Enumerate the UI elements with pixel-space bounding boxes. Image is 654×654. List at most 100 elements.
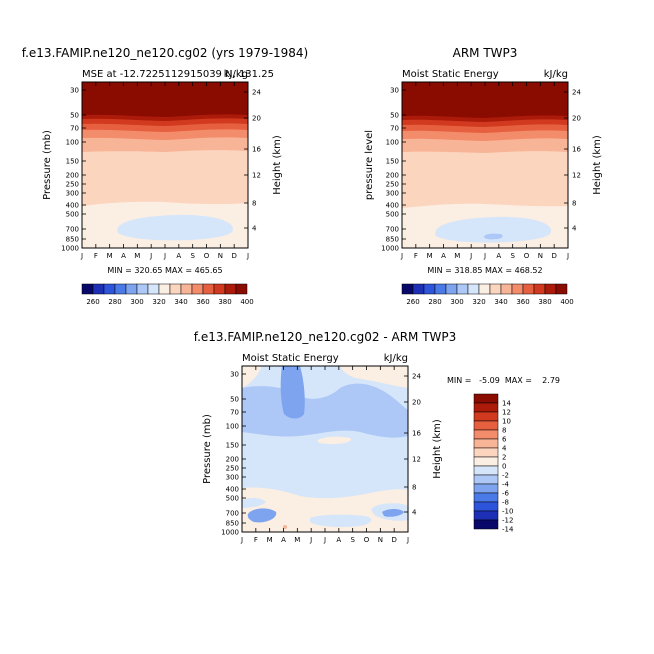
colorbar-swatch (473, 456, 499, 467)
month-tick-label: S (510, 252, 515, 260)
month-tick-label: M (134, 252, 140, 260)
colorbar-swatch (473, 474, 499, 485)
pressure-tick-label: 300 (226, 474, 239, 482)
pressure-tick-label: 500 (66, 211, 79, 219)
colorbar-swatch (401, 283, 414, 295)
month-tick-label: M (427, 252, 433, 260)
colorbar-swatch (473, 402, 499, 413)
colorbar-label: 12 (502, 409, 511, 417)
colorbar-label: -12 (502, 517, 513, 525)
diff-fill-neg-lowmid (310, 514, 372, 527)
colorbar-swatch (473, 429, 499, 440)
panel-diff-stats: MIN = -5.09 MAX = 2.79 (447, 376, 560, 385)
panel-obs-left-string: Moist Static Energy (402, 69, 499, 80)
pressure-tick-label: 150 (386, 158, 399, 166)
pressure-tick-label: 250 (66, 181, 79, 189)
month-tick-label: F (414, 252, 418, 260)
colorbar-swatch (473, 411, 499, 422)
pressure-tick-label: 200 (386, 172, 399, 180)
colorbar-swatch (473, 420, 499, 431)
colorbar-swatch (224, 283, 237, 295)
colorbar-swatch (136, 283, 149, 295)
colorbar-label: -2 (502, 472, 509, 480)
month-tick-label: A (121, 252, 126, 260)
month-tick-label: J (566, 252, 569, 260)
colorbar-swatch (169, 283, 182, 295)
diff-fill-neg-4 (280, 366, 305, 419)
month-tick-label: A (496, 252, 501, 260)
panel-model-units: kJ/kg (224, 69, 248, 80)
diff-fill-pos-topleft (242, 366, 262, 388)
month-tick-label: J (309, 536, 312, 544)
colorbar-label: 6 (502, 436, 507, 444)
month-tick-label: A (441, 252, 446, 260)
month-tick-label: O (524, 252, 530, 260)
month-tick-label: J (400, 252, 403, 260)
colorbar-label: 14 (502, 400, 511, 408)
colorbar-swatch (456, 283, 469, 295)
height-tick-label: 20 (252, 115, 261, 123)
diff-fill-neg-lowleft (242, 497, 266, 508)
pressure-tick-label: 1000 (381, 245, 399, 253)
pressure-tick-label: 100 (226, 423, 239, 431)
pressure-tick-label: 50 (230, 396, 239, 404)
colorbar-swatch (412, 283, 425, 295)
colorbar-label: 280 (108, 298, 121, 306)
contour-fill-330 (435, 216, 552, 243)
pressure-tick-label: 100 (66, 139, 79, 147)
colorbar-swatch (423, 283, 436, 295)
pressure-tick-label: 1000 (61, 245, 79, 253)
panel-obs-units: kJ/kg (544, 69, 568, 80)
colorbar-label: 400 (560, 298, 573, 306)
colorbar-label: -10 (502, 508, 513, 516)
colorbar-label: 320 (472, 298, 485, 306)
pressure-tick-label: 700 (66, 226, 79, 234)
colorbar-swatch (478, 283, 491, 295)
colorbar-label: 4 (502, 445, 507, 453)
colorbar-label: 320 (152, 298, 165, 306)
contour-fill-400 (82, 82, 248, 117)
colorbar-swatch (500, 283, 513, 295)
pressure-tick-label: 70 (390, 125, 399, 133)
pressure-tick-label: 300 (386, 190, 399, 198)
colorbar-label: 280 (428, 298, 441, 306)
panel-model-height-ticks: 24 20 16 12 8 4 (244, 89, 261, 233)
colorbar-swatch (202, 283, 215, 295)
panel-diff-ylabel-right: Height (km) (432, 419, 443, 479)
pressure-tick-label: 400 (386, 202, 399, 210)
colorbar-swatch (489, 283, 502, 295)
panel-model-ylabel-right: Height (km) (272, 135, 283, 195)
colorbar-label: 0 (502, 463, 506, 471)
month-tick-label: J (246, 252, 249, 260)
pressure-tick-label: 70 (230, 409, 239, 417)
colorbar-label: 260 (86, 298, 99, 306)
colorbar-label: -8 (502, 499, 509, 507)
colorbar-label: -4 (502, 481, 510, 489)
height-tick-label: 12 (412, 456, 421, 464)
panel-model-ylabel: Pressure (mb) (42, 130, 53, 200)
month-tick-label: A (281, 536, 286, 544)
pressure-tick-label: 30 (390, 87, 399, 95)
colorbar-model: 260 280 300 320 340 360 380 400 (81, 283, 254, 306)
height-tick-label: 4 (412, 509, 417, 517)
month-tick-label: F (94, 252, 98, 260)
pressure-tick-label: 500 (386, 211, 399, 219)
height-tick-label: 12 (572, 172, 581, 180)
pressure-tick-label: 50 (390, 112, 399, 120)
pressure-tick-label: 300 (66, 190, 79, 198)
month-tick-label: F (254, 536, 258, 544)
colorbar-swatch (473, 519, 499, 530)
colorbar-label: 380 (218, 298, 231, 306)
colorbar-swatch (445, 283, 458, 295)
pressure-tick-label: 700 (386, 226, 399, 234)
panel-model-field (82, 82, 248, 248)
colorbar-label: -6 (502, 490, 510, 498)
pressure-tick-label: 50 (70, 112, 79, 120)
colorbar-swatch (81, 283, 94, 295)
colorbar-label: 360 (516, 298, 529, 306)
panel-obs: ARM TWP3 Moist Static Energy kJ/kg 30 50 7… (364, 46, 603, 275)
